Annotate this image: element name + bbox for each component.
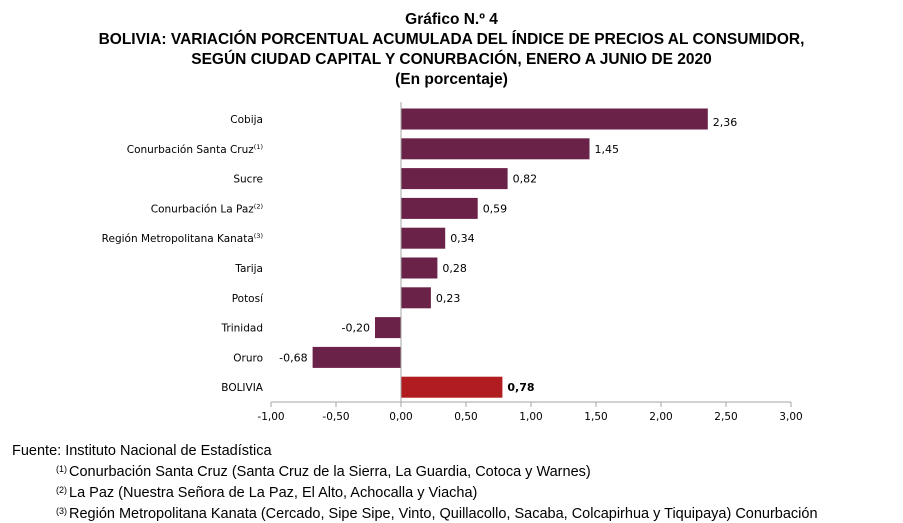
x-tick-label-5: 1,50 xyxy=(584,411,607,423)
x-tick-label-2: 0,00 xyxy=(389,411,412,423)
category-label-sucre: Sucre xyxy=(233,174,263,186)
value-label-sucre: 0,82 xyxy=(513,173,538,186)
footnote-3-mark: (3) xyxy=(56,506,67,516)
category-label-conurbacion-la-paz: Conurbación La Paz(2) xyxy=(151,202,263,215)
x-tick-label-3: 0,50 xyxy=(454,411,477,423)
category-label-oruro: Oruro xyxy=(233,352,263,364)
value-label-conurbacion-la-paz: 0,59 xyxy=(483,202,508,215)
axis-layer xyxy=(270,102,792,407)
footnote-1-text: Conurbación Santa Cruz (Santa Cruz de la… xyxy=(69,464,591,480)
category-label-cobija: Cobija xyxy=(230,114,263,126)
footnote-1-mark: (1) xyxy=(56,464,67,474)
chart-title-line-1: BOLIVIA: VARIACIÓN PORCENTUAL ACUMULADA … xyxy=(98,31,805,48)
bar-potosi xyxy=(401,287,431,309)
category-label-trinidad: Trinidad xyxy=(221,323,263,335)
chart-number: Gráfico N.º 4 xyxy=(405,11,498,28)
footnote-3-text: Región Metropolitana Kanata (Cercado, Si… xyxy=(69,506,818,522)
bar-conurbacion-santa-cruz xyxy=(401,138,590,160)
footnote-2: (2) La Paz (Nuestra Señora de La Paz, El … xyxy=(12,481,818,502)
value-label-conurbacion-santa-cruz: 1,45 xyxy=(595,143,620,156)
value-label-oruro: -0,68 xyxy=(279,351,307,364)
footnote-3: (3) Región Metropolitana Kanata (Cercado,… xyxy=(12,502,818,523)
chart-subtitle: (En porcentaje) xyxy=(395,71,508,88)
x-tick-label-1: -0,50 xyxy=(322,411,349,423)
source-note: Fuente: Instituto Nacional de Estadístic… xyxy=(12,443,272,459)
category-label-potosi: Potosí xyxy=(232,293,264,305)
x-tick-label-6: 2,00 xyxy=(649,411,672,423)
bar-chart: Cobija 2,36 Conurbación Santa Cruz(1) 1,45 S… xyxy=(102,102,803,423)
labels-layer: Cobija 2,36 Conurbación Santa Cruz(1) 1,45 S… xyxy=(102,114,803,423)
value-label-potosi: 0,23 xyxy=(436,292,461,305)
bar-cobija xyxy=(401,108,708,130)
bar-bolivia xyxy=(401,376,503,398)
bar-conurbacion-la-paz xyxy=(401,197,478,219)
bar-oruro xyxy=(312,346,401,368)
value-label-tarija: 0,28 xyxy=(442,262,467,275)
chart-titles: Gráfico N.º 4 BOLIVIA: VARIACIÓN PORCENT… xyxy=(0,10,903,90)
bar-trinidad xyxy=(375,317,401,339)
bar-tarija xyxy=(401,257,438,279)
x-tick-label-7: 2,50 xyxy=(714,411,737,423)
x-tick-label-4: 1,00 xyxy=(519,411,542,423)
chart-title-line-2: SEGÚN CIUDAD CAPITAL Y CONURBACIÓN, ENER… xyxy=(191,51,712,68)
value-label-bolivia: 0,78 xyxy=(507,381,534,394)
footnote-2-text: La Paz (Nuestra Señora de La Paz, El Alt… xyxy=(69,485,478,501)
value-label-cobija: 2,36 xyxy=(713,116,738,129)
category-label-tarija: Tarija xyxy=(234,263,263,275)
category-label-region-metropolitana-kanata: Región Metropolitana Kanata(3) xyxy=(102,232,263,245)
bar-sucre xyxy=(401,168,508,190)
x-tick-label-0: -1,00 xyxy=(257,411,284,423)
bars-layer xyxy=(312,108,708,398)
category-label-conurbacion-santa-cruz: Conurbación Santa Cruz(1) xyxy=(127,143,263,156)
value-label-trinidad: -0,20 xyxy=(342,322,370,335)
x-tick-label-8: 3,00 xyxy=(779,411,802,423)
bar-region-metropolitana-kanata xyxy=(401,227,446,249)
chart-footer: Fuente: Instituto Nacional de Estadístic… xyxy=(12,442,818,523)
footnote-1: (1) Conurbación Santa Cruz (Santa Cruz de… xyxy=(12,460,818,481)
value-label-region-metropolitana-kanata: 0,34 xyxy=(450,232,475,245)
category-label-bolivia: BOLIVIA xyxy=(221,382,264,394)
footnote-2-mark: (2) xyxy=(56,485,67,495)
